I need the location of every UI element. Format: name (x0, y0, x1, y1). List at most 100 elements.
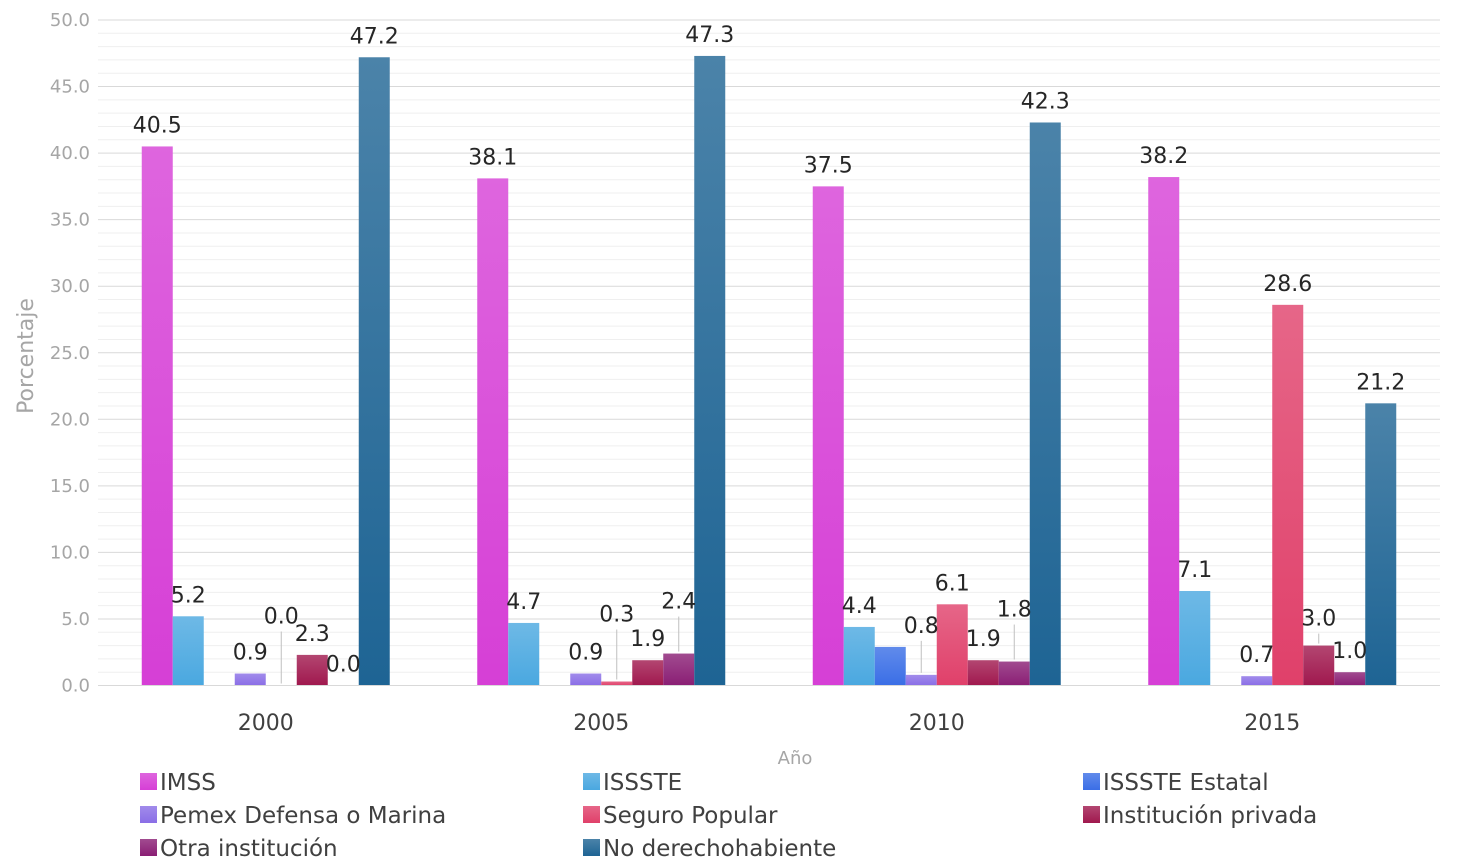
bar (812, 186, 844, 686)
bar (1148, 177, 1180, 686)
y-tick-label: 5.0 (61, 609, 90, 630)
data-label: 47.3 (685, 23, 734, 48)
bar (843, 626, 875, 686)
data-label: 1.0 (1332, 639, 1367, 664)
y-tick-label: 0.0 (61, 676, 90, 697)
legend-label: No derechohabiente (603, 836, 836, 861)
data-label: 38.1 (468, 145, 517, 170)
y-tick-label: 15.0 (50, 476, 90, 497)
y-tick-label: 45.0 (50, 77, 90, 98)
label-leader-lines (280, 616, 1320, 684)
data-label: 4.7 (506, 590, 541, 615)
data-label: 3.0 (1301, 607, 1336, 632)
bar (874, 646, 906, 686)
bar (694, 55, 726, 686)
legend-item: Otra institución (140, 836, 338, 861)
y-tick-label: 35.0 (50, 210, 90, 231)
bar (1029, 122, 1061, 686)
data-label: 4.4 (842, 594, 877, 619)
legend: IMSS ISSSTE ISSSTE Estatal Pemex Defensa o … (140, 770, 1317, 861)
bar (1272, 304, 1304, 686)
legend-swatch (583, 806, 600, 823)
data-label: 21.2 (1356, 370, 1405, 395)
bar (1303, 645, 1335, 686)
bar (1365, 403, 1397, 686)
x-tick-label: 2000 (238, 711, 294, 736)
data-label: 6.1 (935, 571, 970, 596)
y-tick-label: 50.0 (50, 10, 90, 31)
y-axis-title: Porcentaje (14, 298, 39, 414)
data-label: 5.2 (171, 583, 206, 608)
data-label: 0.0 (326, 653, 361, 678)
legend-swatch (140, 773, 157, 790)
bar (1179, 590, 1211, 686)
x-tick-label: 2015 (1244, 711, 1300, 736)
data-label: 1.9 (630, 627, 665, 652)
data-label: 1.9 (966, 627, 1001, 652)
x-axis-title: Año (778, 748, 813, 769)
legend-label: Pemex Defensa o Marina (160, 803, 446, 829)
bar (1241, 676, 1273, 686)
legend-label: ISSSTE Estatal (1103, 770, 1269, 796)
legend-item: ISSSTE Estatal (1083, 770, 1269, 796)
bar (936, 604, 968, 686)
legend-item: Institución privada (1083, 803, 1317, 829)
y-tick-label: 10.0 (50, 542, 90, 563)
bar (570, 673, 602, 686)
data-label: 40.5 (133, 113, 182, 138)
data-label: 2.4 (661, 590, 696, 615)
legend-label: Seguro Popular (603, 803, 778, 829)
data-label: 1.8 (997, 598, 1032, 623)
legend-label: Otra institución (160, 836, 338, 861)
bar (663, 653, 695, 686)
bar (508, 622, 540, 686)
bar (967, 660, 999, 686)
bar (172, 616, 204, 686)
grid (98, 19, 1440, 673)
x-axis-categories: 2000 2005 2010 2015 (238, 711, 1301, 736)
data-label: 38.2 (1139, 144, 1188, 169)
bar (998, 661, 1030, 686)
legend-item: Pemex Defensa o Marina (140, 803, 446, 829)
y-tick-label: 30.0 (50, 276, 90, 297)
data-label: 0.0 (264, 605, 299, 630)
bar (632, 660, 664, 686)
data-label: 0.8 (904, 614, 939, 639)
y-tick-label: 40.0 (50, 143, 90, 164)
legend-label: Institución privada (1103, 803, 1317, 829)
legend-item: No derechohabiente (583, 836, 836, 861)
data-label: 0.7 (1239, 643, 1274, 668)
data-label: 37.5 (804, 153, 853, 178)
legend-swatch (1083, 773, 1100, 790)
bar (905, 674, 937, 686)
legend-swatch (1083, 806, 1100, 823)
legend-swatch (140, 806, 157, 823)
y-tick-label: 20.0 (50, 409, 90, 430)
legend-swatch (140, 839, 157, 856)
y-axis-ticks: 0.0 5.0 10.0 15.0 20.0 25.0 30.0 35.0 40.0 45.0 50… (50, 10, 90, 697)
legend-item: ISSSTE (583, 770, 682, 796)
bar (601, 681, 633, 686)
data-label: 0.9 (568, 641, 603, 666)
data-label: 7.1 (1177, 558, 1212, 583)
legend-label: IMSS (160, 770, 216, 796)
bar (358, 57, 390, 686)
y-tick-label: 25.0 (50, 343, 90, 364)
bars (141, 55, 1397, 686)
data-label: 28.6 (1263, 272, 1312, 297)
bar (477, 178, 509, 686)
data-labels: 40.55.20.90.02.30.047.238.14.70.90.31.92… (133, 23, 1405, 678)
bar (141, 146, 173, 686)
bar (234, 673, 266, 686)
bar (296, 654, 328, 686)
x-tick-label: 2010 (909, 711, 965, 736)
data-label: 47.2 (350, 24, 399, 49)
legend-label: ISSSTE (603, 770, 682, 796)
legend-swatch (583, 773, 600, 790)
data-label: 0.9 (233, 641, 268, 666)
data-label: 2.3 (295, 622, 330, 647)
data-label: 0.3 (599, 603, 634, 628)
x-tick-label: 2005 (573, 711, 629, 736)
data-label: 42.3 (1021, 89, 1070, 114)
